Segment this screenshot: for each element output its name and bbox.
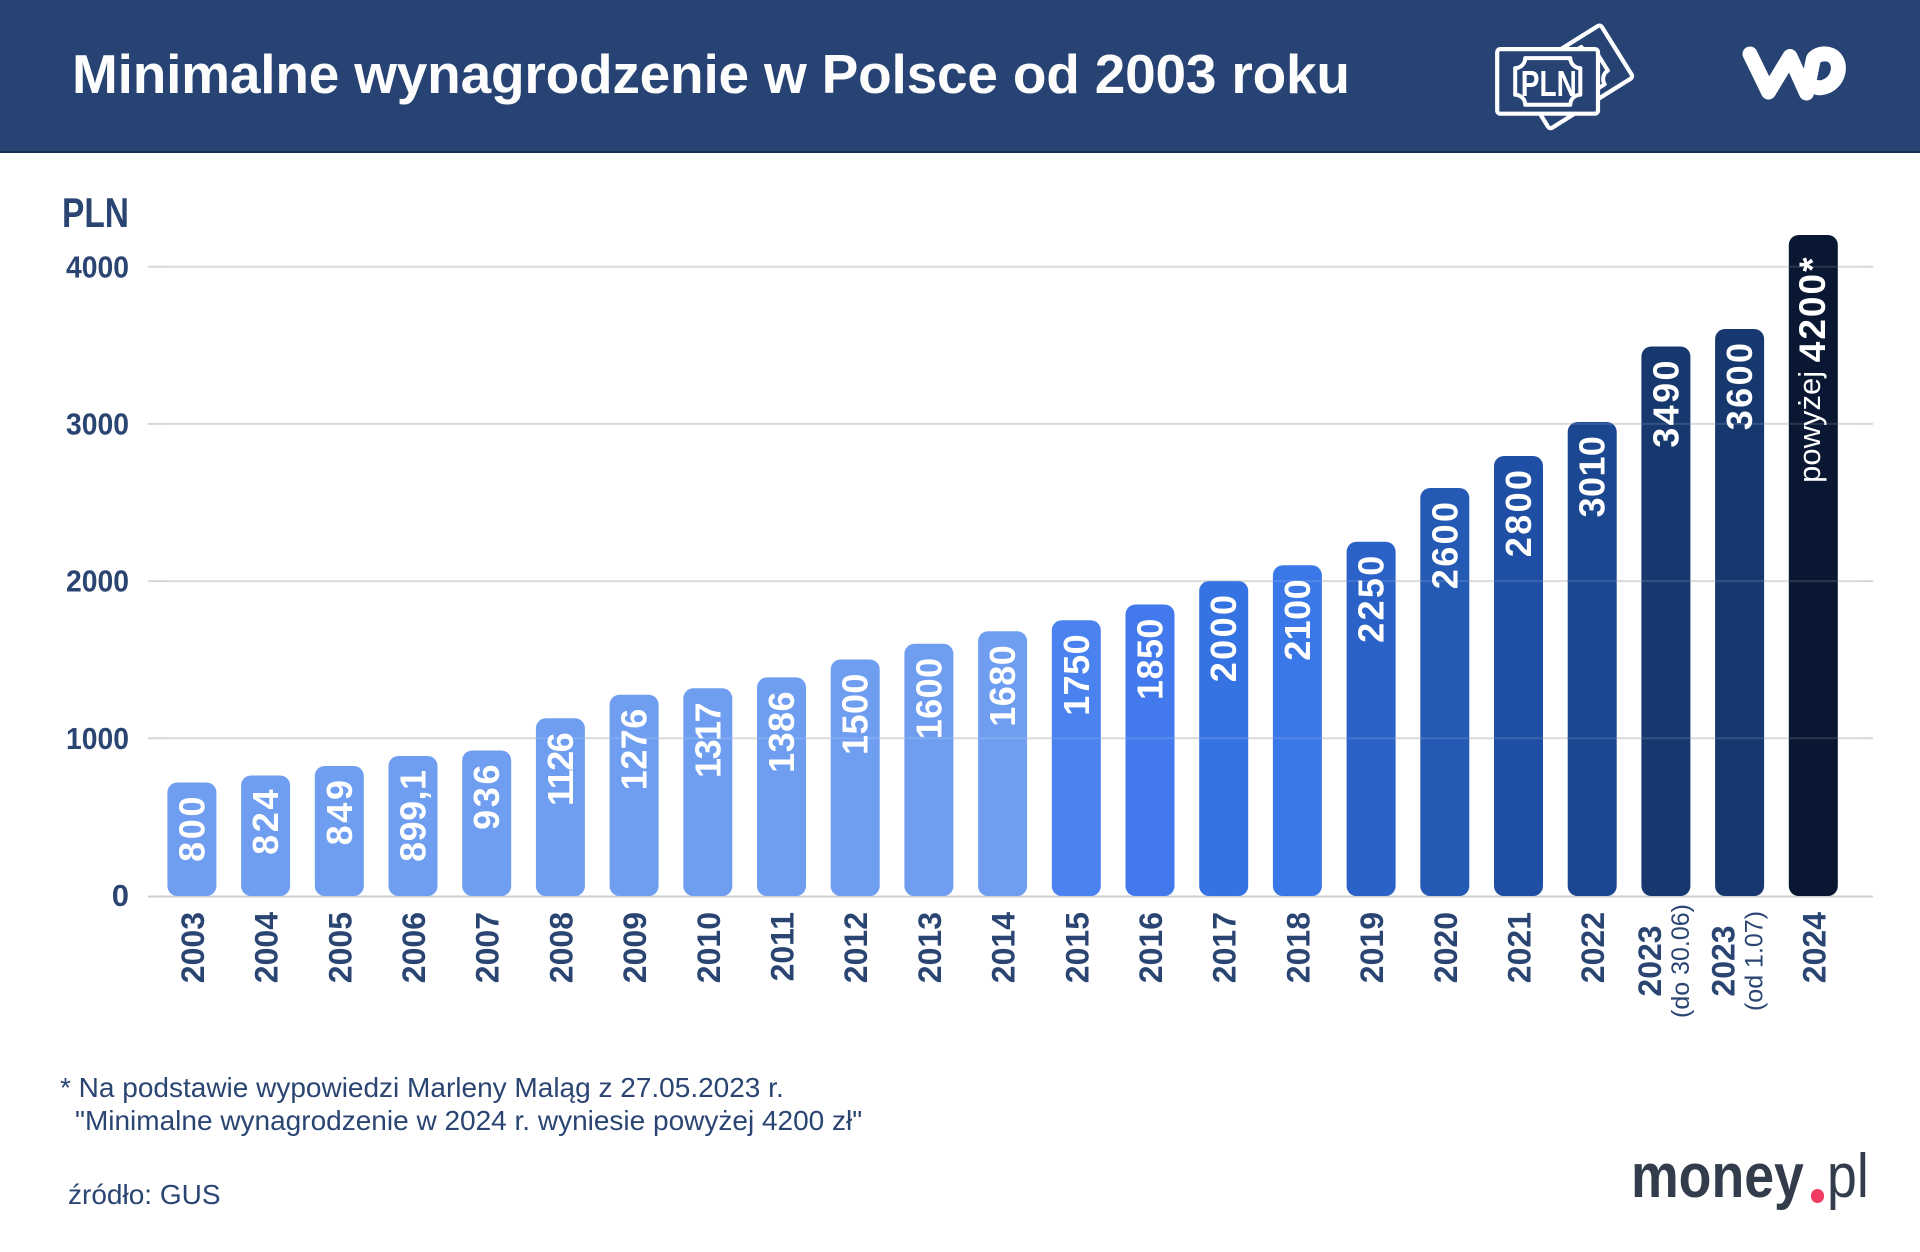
svg-text:2008: 2008 [543,912,579,983]
svg-text:2018: 2018 [1280,912,1316,983]
svg-text:2005: 2005 [322,912,358,983]
svg-text:2023: 2023 [1706,925,1742,996]
svg-text:powyżej 4200*: powyżej 4200* [1792,256,1833,483]
svg-text:2250: 2250 [1351,553,1392,643]
svg-text:1317: 1317 [687,703,728,778]
svg-text:1600: 1600 [908,657,949,739]
svg-text:2013: 2013 [912,912,948,983]
svg-text:2014: 2014 [986,912,1022,983]
svg-text:2600: 2600 [1424,500,1465,590]
svg-text:2007: 2007 [470,912,506,983]
svg-text:2011: 2011 [765,912,801,981]
svg-text:936: 936 [466,762,507,830]
svg-text:1386: 1386 [761,691,802,773]
svg-text:2021: 2021 [1502,912,1538,983]
svg-text:PLN: PLN [1521,63,1577,104]
svg-text:2003: 2003 [175,912,211,983]
svg-text:2022: 2022 [1575,912,1611,983]
svg-text:1680: 1680 [982,645,1023,727]
svg-text:PLN: PLN [62,189,129,236]
svg-text:4000: 4000 [66,249,129,284]
svg-text:2100: 2100 [1277,579,1318,661]
svg-text:2010: 2010 [691,912,727,983]
svg-text:2015: 2015 [1059,912,1095,983]
svg-text:0: 0 [112,878,129,913]
svg-text:899,1: 899,1 [393,770,434,862]
svg-text:2024: 2024 [1796,912,1832,983]
svg-text:(do 30.06): (do 30.06) [1667,904,1695,1018]
svg-text:3010: 3010 [1572,436,1613,518]
svg-text:1750: 1750 [1056,634,1097,716]
svg-text:(od 1.07): (od 1.07) [1741,911,1769,1011]
svg-text:3000: 3000 [66,406,129,441]
svg-text:2000: 2000 [1203,593,1244,683]
svg-text:2004: 2004 [249,912,285,983]
svg-text:800: 800 [171,794,212,862]
svg-text:2800: 2800 [1498,468,1539,558]
svg-text:2023: 2023 [1632,925,1668,996]
svg-text:2006: 2006 [396,912,432,983]
svg-text:3600: 3600 [1719,341,1760,431]
svg-text:1000: 1000 [66,721,129,756]
svg-text:1276: 1276 [614,708,655,790]
svg-text:849: 849 [319,777,360,845]
svg-text:2016: 2016 [1133,912,1169,983]
svg-text:1126: 1126 [540,733,581,806]
svg-text:824: 824 [245,787,286,855]
svg-text:1850: 1850 [1130,618,1171,700]
svg-text:2012: 2012 [838,912,874,983]
svg-text:2009: 2009 [617,912,653,983]
svg-text:3490: 3490 [1645,358,1686,448]
svg-text:1500: 1500 [835,673,876,755]
svg-text:2000: 2000 [66,564,129,599]
svg-text:2017: 2017 [1207,912,1243,983]
svg-text:2019: 2019 [1354,912,1390,983]
svg-text:2020: 2020 [1428,912,1464,983]
